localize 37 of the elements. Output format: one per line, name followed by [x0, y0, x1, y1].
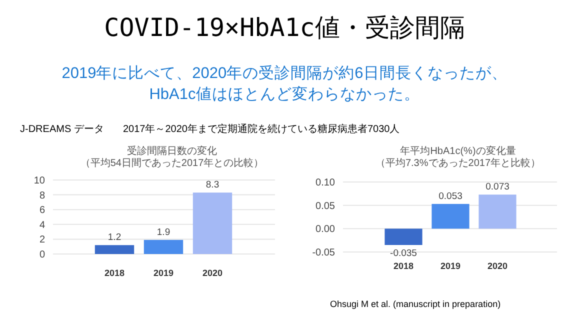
- text: 2017年～2020年まで定期通院を続けている糖尿病患者7030人: [123, 123, 400, 135]
- bar: [144, 240, 184, 254]
- y-tick-label: 8: [39, 190, 46, 202]
- bar: [192, 192, 232, 254]
- y-tick-label: 10: [34, 176, 46, 186]
- x-tick-label: 2019: [440, 261, 461, 271]
- y-tick-label: 0.10: [316, 178, 336, 188]
- x-tick-label: 2020: [202, 268, 223, 278]
- data-label: 1.2: [108, 232, 122, 244]
- y-tick-label: 6: [39, 205, 46, 216]
- text: 2019年に比べて、2020年の受診間隔が約6日間長くなったが、 HbA1c値はほとんど変わらなかった。: [62, 64, 508, 103]
- data-label: -0.035: [390, 248, 417, 259]
- y-tick-label: 0: [39, 250, 46, 260]
- bar: [432, 204, 470, 229]
- x-tick-label: 2018: [104, 268, 125, 278]
- chart-subtitle: （平均54日間であった2017年との比較）: [80, 157, 264, 169]
- data-label: 0.053: [438, 190, 462, 202]
- chart-title: 受診間隔日数の変化: [127, 145, 217, 157]
- data-label: 8.3: [206, 180, 220, 191]
- data-label: 1.9: [156, 226, 170, 238]
- x-tick-label: 2018: [393, 261, 414, 271]
- bar: [94, 245, 134, 254]
- y-tick-label: 0.00: [316, 224, 336, 236]
- y-tick-label: 0.05: [316, 200, 336, 212]
- y-tick-label: -0.05: [312, 248, 336, 258]
- chart-title: 年平均HbA1c(%)の変化量: [400, 145, 516, 157]
- bar: [384, 228, 422, 245]
- data-label: 0.073: [486, 182, 510, 193]
- text: J-DREAMS データ: [20, 124, 104, 135]
- x-tick-label: 2020: [487, 261, 508, 271]
- text: COVID-19×HbA1c値・受診間隔: [104, 13, 465, 42]
- bar: [478, 194, 516, 229]
- x-tick-label: 2019: [153, 268, 174, 278]
- y-tick-label: 4: [39, 220, 46, 231]
- y-tick-label: 2: [39, 234, 46, 246]
- chart-subtitle: （平均7.3%であった2017年と比較）: [375, 157, 541, 169]
- text: Ohsugi M et al. (manuscript in preparation): [330, 299, 501, 309]
